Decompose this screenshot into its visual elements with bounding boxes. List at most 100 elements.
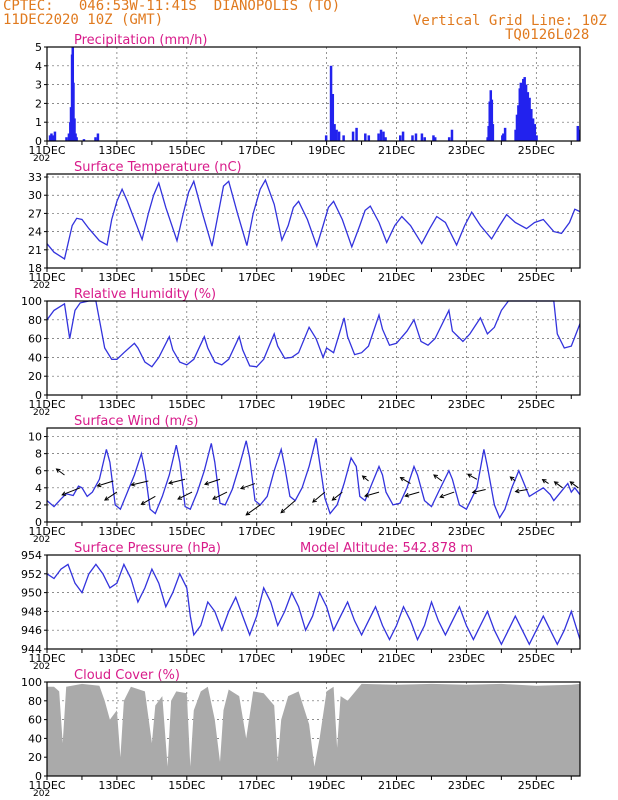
precip-bar: [524, 84, 528, 141]
x-tick-label: 17DEC: [238, 652, 275, 665]
precip-bar: [423, 137, 426, 141]
x-tick-label: 23DEC: [448, 779, 485, 792]
wind-arrow: [440, 491, 455, 498]
x-tick-label: 25DEC: [518, 779, 555, 792]
x-tick-label: 15DEC: [168, 271, 205, 284]
y-tick-label: 18: [28, 262, 42, 275]
wind-arrow-head: [471, 489, 477, 495]
y-tick-label: 80: [28, 695, 42, 708]
wind-arrow-head: [569, 481, 575, 486]
x-tick-label: 21DEC: [378, 652, 415, 665]
precip-bar: [577, 129, 581, 141]
wind-arrow: [554, 481, 563, 489]
y-tick-label: 21: [28, 244, 42, 257]
x-tick-label: 25DEC: [518, 144, 555, 157]
panel-title: Precipitation (mm/h): [74, 33, 207, 48]
panel-frame: [46, 173, 581, 269]
wind-arrow-head: [280, 508, 286, 514]
y-tick-label: 100: [21, 676, 42, 689]
panel-title: Surface Temperature (nC): [74, 160, 242, 175]
wind-arrow-head: [212, 495, 218, 500]
precip-bar: [337, 131, 341, 141]
y-tick-label: 0: [35, 389, 42, 402]
panel-frame: [46, 46, 581, 142]
precip-bar: [48, 135, 52, 141]
precip-bar: [50, 133, 53, 141]
x-axis-tail: 202: [33, 154, 50, 164]
wind-arrow: [212, 491, 228, 500]
x-tick-label: 23DEC: [448, 144, 485, 157]
y-tick-label: 0: [35, 516, 42, 529]
series-line: [46, 562, 581, 646]
precip-bar: [533, 124, 537, 141]
wind-arrow: [364, 491, 380, 497]
series-line: [46, 300, 581, 368]
precip-bar: [53, 131, 57, 141]
y-tick-label: 950: [21, 587, 42, 600]
y-tick-label: 948: [21, 605, 42, 618]
wind-arrow: [97, 480, 114, 487]
x-axis-tail: 202: [33, 535, 50, 545]
x-tick-label: 11DEC: [28, 144, 65, 157]
precip-bar: [514, 129, 517, 141]
precip-bar: [335, 129, 338, 141]
y-tick-label: 24: [28, 226, 42, 239]
precip-bar: [367, 135, 371, 141]
precip-bar: [420, 133, 424, 141]
y-tick-label: 27: [28, 207, 42, 220]
x-tick-label: 13DEC: [98, 271, 135, 284]
y-tick-label: 60: [28, 714, 42, 727]
x-tick-label: 15DEC: [168, 652, 205, 665]
panel-title: Relative Humidity (%): [74, 287, 216, 302]
precip-bar: [523, 77, 526, 141]
wind-arrow-head: [312, 498, 317, 503]
y-tick-label: 954: [21, 549, 42, 562]
panel-frame: [46, 554, 581, 650]
x-tick-label: 17DEC: [238, 779, 275, 792]
x-axis-tail: 202: [33, 281, 50, 291]
wind-arrow: [400, 477, 411, 484]
panel-title: Surface Wind (m/s): [74, 414, 198, 429]
precip-bar: [531, 118, 535, 141]
header-station: CPTEC: 046:53W-11:41S DIANOPOLIS (TO): [3, 0, 341, 14]
wind-arrow: [362, 475, 369, 482]
y-tick-label: 944: [21, 643, 42, 656]
wind-arrow-head: [514, 488, 520, 494]
y-tick-label: 0: [35, 770, 42, 783]
x-tick-label: 21DEC: [378, 779, 415, 792]
wind-arrow: [472, 489, 486, 494]
y-tick-label: 0: [35, 135, 42, 148]
wind-arrow-head: [361, 475, 367, 480]
precip-bar: [384, 137, 387, 141]
wind-arrow-head: [364, 492, 370, 498]
wind-arrow-head: [130, 481, 136, 487]
wind-arrow: [56, 468, 65, 476]
panel-title: Surface Pressure (hPa): [74, 541, 221, 556]
precip-bar: [447, 137, 451, 141]
wind-arrow: [141, 495, 156, 505]
x-tick-label: 15DEC: [168, 144, 205, 157]
precip-bar: [94, 137, 97, 141]
wind-arrow: [177, 491, 193, 500]
header-date: 11DEC2020 10Z (GMT): [3, 12, 164, 28]
y-tick-label: 3: [35, 79, 42, 92]
precip-bar: [82, 139, 86, 141]
precip-bar: [530, 109, 533, 141]
y-tick-label: 5: [35, 41, 42, 54]
wind-arrow: [332, 491, 343, 501]
x-axis-tail: 202: [33, 408, 50, 418]
x-tick-label: 13DEC: [98, 779, 135, 792]
wind-arrow-head: [541, 478, 547, 484]
y-tick-label: 20: [28, 370, 42, 383]
x-tick-label: 19DEC: [308, 398, 345, 411]
header-grid-note: Vertical Grid Line: 10Z: [413, 13, 607, 29]
wind-arrow: [280, 500, 296, 514]
x-tick-label: 23DEC: [448, 525, 485, 538]
y-tick-label: 20: [28, 751, 42, 764]
precip-bar: [450, 129, 454, 141]
y-tick-label: 40: [28, 351, 42, 364]
wind-arrow-head: [439, 493, 445, 499]
wind-arrow-head: [204, 481, 210, 486]
wind-arrow-head: [433, 474, 438, 479]
y-tick-label: 4: [35, 482, 42, 495]
